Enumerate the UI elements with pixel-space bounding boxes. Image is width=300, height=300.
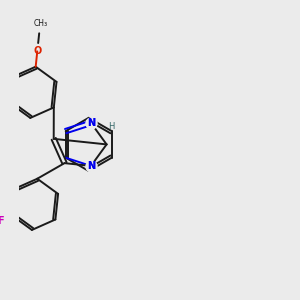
Text: O: O <box>33 46 41 56</box>
Text: N: N <box>87 161 95 171</box>
Text: F: F <box>0 215 4 226</box>
Text: CH₃: CH₃ <box>33 19 47 28</box>
Text: N: N <box>87 118 95 128</box>
Text: N: N <box>87 161 95 171</box>
Text: H: H <box>108 122 115 131</box>
Text: N: N <box>87 118 95 128</box>
